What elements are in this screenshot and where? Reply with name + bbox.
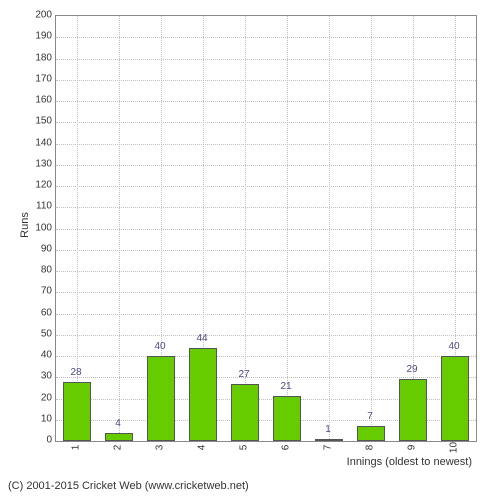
bar: [105, 433, 133, 442]
ytick-label: 120: [35, 180, 52, 191]
ytick-label: 110: [36, 201, 52, 212]
plot-area: [55, 15, 477, 442]
ytick-label: 140: [35, 137, 52, 148]
bar-value-label: 27: [238, 369, 249, 380]
ytick-label: 50: [41, 328, 52, 339]
ytick-label: 180: [35, 52, 52, 63]
bar-value-label: 29: [406, 364, 417, 375]
ytick-label: 160: [35, 95, 52, 106]
bar-value-label: 44: [196, 333, 207, 344]
xtick-label: 7: [323, 445, 334, 451]
ytick-label: 40: [41, 350, 52, 361]
ytick-label: 10: [41, 413, 52, 424]
xtick-label: 5: [239, 445, 250, 451]
xtick-label: 2: [113, 445, 124, 451]
copyright-footer: (C) 2001-2015 Cricket Web (www.cricketwe…: [8, 480, 249, 492]
bar: [315, 439, 343, 441]
ytick-label: 190: [35, 31, 52, 42]
ytick-label: 150: [35, 116, 52, 127]
ytick-label: 60: [41, 307, 52, 318]
gridline-v: [119, 16, 120, 441]
ytick-label: 90: [41, 243, 52, 254]
ytick-label: 80: [41, 265, 52, 276]
bar: [63, 382, 91, 442]
ytick-label: 200: [35, 10, 52, 21]
xtick-label: 10: [449, 442, 460, 453]
bar: [231, 384, 259, 441]
bar: [147, 356, 175, 441]
bar: [399, 379, 427, 441]
xtick-label: 8: [365, 445, 376, 451]
ytick-label: 20: [41, 392, 52, 403]
xtick-label: 3: [155, 445, 166, 451]
bar-value-label: 28: [70, 367, 81, 378]
ytick-label: 100: [35, 222, 52, 233]
gridline-v: [413, 16, 414, 441]
ytick-label: 70: [41, 286, 52, 297]
x-axis-title: Innings (oldest to newest): [347, 456, 472, 468]
xtick-label: 9: [407, 445, 418, 451]
chart-container: 0102030405060708090100110120130140150160…: [0, 0, 500, 500]
ytick-label: 0: [46, 435, 52, 446]
xtick-label: 1: [71, 445, 82, 451]
bar-value-label: 1: [325, 424, 331, 435]
bar-value-label: 21: [280, 381, 291, 392]
bar-value-label: 7: [367, 411, 373, 422]
bar: [357, 426, 385, 441]
ytick-label: 170: [35, 73, 52, 84]
xtick-label: 6: [281, 445, 292, 451]
bar-value-label: 40: [154, 341, 165, 352]
bar-value-label: 4: [115, 418, 121, 429]
gridline-v: [371, 16, 372, 441]
bar: [441, 356, 469, 441]
bar: [189, 348, 217, 442]
bar: [273, 396, 301, 441]
ytick-label: 130: [35, 158, 52, 169]
bar-value-label: 40: [448, 341, 459, 352]
xtick-label: 4: [197, 445, 208, 451]
y-axis-title: Runs: [19, 212, 31, 238]
gridline-v: [329, 16, 330, 441]
gridline-v: [287, 16, 288, 441]
ytick-label: 30: [41, 371, 52, 382]
